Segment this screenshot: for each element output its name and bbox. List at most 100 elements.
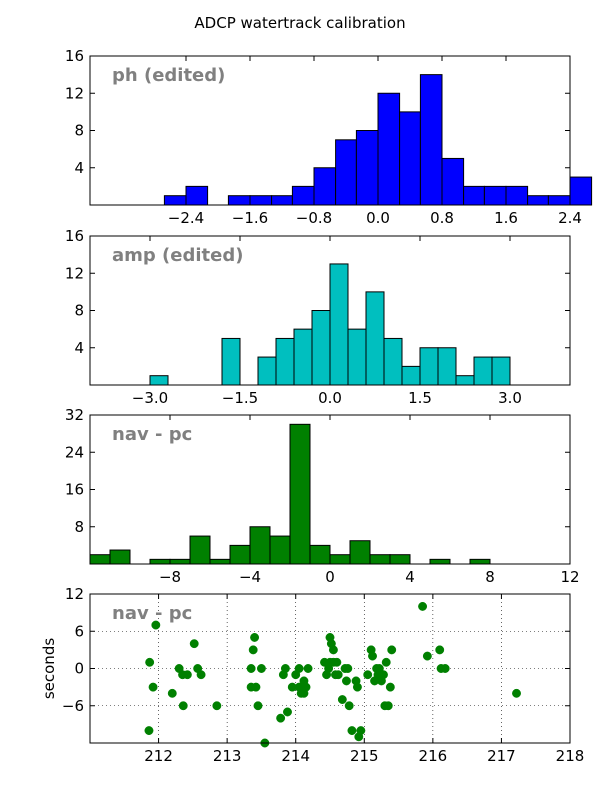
y-tick-label: 16 xyxy=(65,481,84,499)
histogram-bar xyxy=(169,558,191,565)
x-tick-label: 0.0 xyxy=(366,209,390,227)
histogram-bar xyxy=(547,195,571,206)
x-tick-label: −0.8 xyxy=(296,209,332,227)
scatter-point xyxy=(418,601,428,611)
scatter-point xyxy=(347,726,357,736)
histogram-bar xyxy=(329,263,349,386)
scatter-point xyxy=(344,701,354,711)
x-tick-label: 12 xyxy=(560,568,579,586)
histogram-bar xyxy=(329,554,351,565)
x-tick-label: −1.5 xyxy=(222,389,258,407)
histogram-bar xyxy=(257,356,277,386)
histogram-bar xyxy=(429,558,451,565)
y-tick-label: −6 xyxy=(62,697,84,715)
x-tick-label: 215 xyxy=(350,747,379,765)
x-tick-label: 8 xyxy=(485,568,495,586)
x-tick-label: 1.5 xyxy=(408,389,432,407)
histogram-bar xyxy=(469,558,491,565)
panel-label: nav - pc xyxy=(112,424,192,445)
histogram-bar xyxy=(229,544,251,565)
scatter-point xyxy=(189,639,199,649)
histogram-bar xyxy=(505,185,529,206)
histogram-bar xyxy=(365,291,385,386)
histogram-bar xyxy=(569,176,593,206)
histogram-bar xyxy=(401,365,421,386)
histogram-bar xyxy=(473,356,493,386)
panel-label: nav - pc xyxy=(112,603,192,624)
scatter-point xyxy=(440,664,450,673)
histogram-bar xyxy=(335,139,357,206)
y-tick-label: 16 xyxy=(65,47,84,65)
x-tick-label: 212 xyxy=(144,747,173,765)
scatter-point xyxy=(178,701,188,711)
histogram-bar xyxy=(399,111,421,206)
x-tick-label: −8 xyxy=(159,568,181,586)
y-axis-label: seconds xyxy=(40,638,58,699)
y-tick-label: 8 xyxy=(74,518,84,536)
scatter-point xyxy=(385,682,395,692)
scatter-point xyxy=(151,620,161,630)
histogram-bar xyxy=(455,375,475,386)
scatter-point xyxy=(246,664,256,673)
histogram-bar xyxy=(483,185,507,206)
scatter-point xyxy=(182,670,192,680)
scatter-point xyxy=(196,670,206,680)
chart-panel-4: 212 213 214 215 216 217 218 −6 0 6 12 nav - pc secon… xyxy=(40,585,584,765)
scatter-point xyxy=(374,664,384,673)
scatter-point xyxy=(368,651,377,661)
histogram-bar xyxy=(313,167,337,206)
scatter-point xyxy=(333,670,343,680)
scatter-point xyxy=(294,664,304,673)
x-tick-label: 3.0 xyxy=(498,389,522,407)
histogram-bar xyxy=(377,92,401,206)
y-tick-label: 6 xyxy=(74,622,84,640)
y-tick-label: 12 xyxy=(65,84,84,102)
scatter-point xyxy=(381,657,391,667)
chart-panel-3: −8 −4 0 4 8 12 8 16 24 32 nav - pc xyxy=(65,406,580,586)
histogram-bar xyxy=(437,347,457,386)
histogram-bar xyxy=(347,328,367,386)
scatter-point xyxy=(435,645,445,655)
histogram-bar xyxy=(389,554,411,565)
histogram-bar xyxy=(419,347,439,386)
histogram-bar xyxy=(163,195,187,206)
histogram-bar xyxy=(311,310,331,386)
x-tick-label: 213 xyxy=(213,747,242,765)
figure-title: ADCP watertrack calibration xyxy=(194,14,405,32)
y-tick-label: 8 xyxy=(74,122,84,140)
histogram-bar xyxy=(349,540,371,565)
histogram-bar xyxy=(89,554,111,565)
histogram-bar xyxy=(149,375,169,386)
y-tick-label: 0 xyxy=(74,660,84,678)
histogram-bar xyxy=(269,535,291,565)
histogram-bar xyxy=(309,544,331,565)
scatter-point xyxy=(145,657,155,667)
x-tick-label: −3.0 xyxy=(132,389,168,407)
y-tick-label: 24 xyxy=(65,443,84,461)
histogram-bar xyxy=(441,157,465,206)
scatter-point xyxy=(212,701,222,711)
histogram-bar xyxy=(293,328,313,386)
panel-label: amp (edited) xyxy=(112,245,243,266)
chart-panel-1: −2.4 −1.6 −0.8 0.0 0.8 1.6 2.4 4 8 12 16 ph (edited… xyxy=(65,47,593,227)
scatter-point xyxy=(303,664,313,673)
x-tick-label: 217 xyxy=(487,747,516,765)
scatter-point xyxy=(328,645,338,655)
panel-label: ph (edited) xyxy=(112,65,225,86)
x-tick-label: 4 xyxy=(405,568,415,586)
scatter-point xyxy=(283,707,292,717)
scatter-point xyxy=(144,726,154,736)
scatter-point xyxy=(248,645,258,655)
x-tick-label: 214 xyxy=(281,747,310,765)
x-tick-label: 1.6 xyxy=(494,209,518,227)
scatter-point xyxy=(512,688,521,698)
x-tick-label: 2.4 xyxy=(558,209,582,227)
scatter-point xyxy=(342,676,351,686)
scatter-point xyxy=(352,682,362,692)
scatter-point xyxy=(337,695,347,704)
scatter-point xyxy=(332,657,342,667)
scatter-point xyxy=(363,670,373,680)
histogram-bar xyxy=(291,185,315,206)
scatter-point xyxy=(148,682,158,692)
histogram-bar xyxy=(221,337,241,386)
